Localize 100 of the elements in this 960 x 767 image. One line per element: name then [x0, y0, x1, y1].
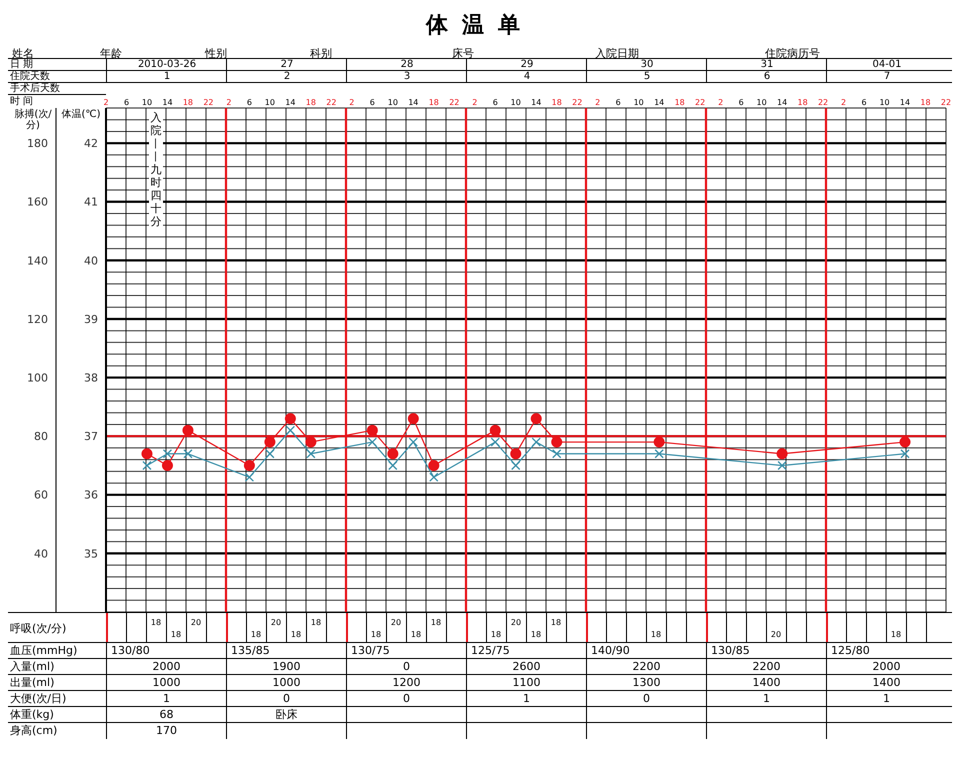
point	[552, 449, 562, 458]
point	[284, 413, 296, 424]
point	[490, 424, 501, 436]
point	[900, 449, 910, 458]
point	[408, 413, 419, 424]
point	[368, 437, 377, 447]
text: 住院天数	[10, 71, 50, 83]
point	[264, 436, 276, 448]
x-tick-label: 2	[841, 98, 846, 107]
data-label: 18	[650, 630, 662, 639]
point	[777, 460, 787, 470]
point	[265, 449, 275, 458]
data-label: 20	[510, 618, 522, 627]
text: 1200	[346, 675, 466, 691]
point	[654, 436, 665, 448]
text: 1	[466, 691, 586, 707]
point	[428, 460, 440, 471]
x-tick-label: 14	[162, 98, 173, 107]
x-tick-label: 2	[226, 98, 232, 107]
text: 1	[706, 691, 826, 707]
point	[654, 449, 664, 458]
x-tick-label: 18	[182, 98, 194, 107]
y-tick-label: 160	[27, 196, 48, 209]
x-tick-label: 22	[326, 98, 336, 107]
data-label: 18	[490, 630, 502, 639]
text: 7	[826, 71, 947, 83]
y2-tick-label: 41	[84, 196, 98, 209]
text: 27	[226, 59, 347, 71]
y-tick-label: 120	[27, 312, 48, 326]
text: 床号	[452, 46, 474, 61]
point	[551, 436, 562, 448]
text: 1	[106, 71, 227, 83]
x-tick-label: 6	[370, 98, 375, 107]
text: 2000	[826, 659, 946, 675]
y-axis-title: 脉搏(次/分)	[13, 109, 53, 131]
point	[162, 460, 173, 471]
text: 29	[466, 59, 587, 71]
data-label: 18	[170, 630, 182, 639]
x-tick-label: 10	[388, 98, 398, 107]
text: 170	[106, 723, 226, 739]
text: 1	[826, 691, 946, 707]
x-tick-label: 18	[306, 98, 316, 107]
data-label: 18	[150, 618, 162, 627]
x-tick-label: 6	[492, 98, 498, 107]
x-tick-label: 10	[634, 98, 644, 107]
point	[530, 413, 542, 424]
data-label: 18	[250, 630, 262, 639]
x-tick-label: 2	[718, 98, 724, 107]
y-tick-label: 180	[27, 137, 48, 150]
text: 入院日期	[595, 46, 639, 61]
y2-tick-label: 39	[84, 312, 98, 326]
x-tick-label: 10	[264, 98, 275, 107]
y2-tick-label: 40	[84, 254, 98, 268]
y-tick-label: 80	[34, 430, 48, 444]
text: 30	[586, 59, 707, 71]
text: 28	[346, 59, 467, 71]
x-tick-label: 6	[738, 98, 744, 107]
text: 大便(次/日)	[10, 691, 66, 707]
x-tick-label: 22	[695, 98, 706, 107]
data-label: 18	[890, 630, 902, 639]
point	[142, 460, 152, 470]
data-label: 20	[390, 618, 402, 627]
text: 125/80	[826, 643, 946, 659]
y-tick-label: 60	[34, 488, 48, 502]
x-tick-label: 18	[920, 98, 931, 107]
text: 1	[106, 691, 226, 707]
data-label: 20	[190, 618, 202, 627]
data-label: 20	[270, 618, 282, 627]
text: 时 间	[10, 96, 34, 107]
text: 入量(ml)	[10, 659, 54, 675]
text: 6	[706, 71, 827, 83]
x-tick-label: 6	[862, 98, 867, 107]
x-tick-label: 6	[124, 98, 130, 107]
text: 性别	[205, 46, 227, 61]
point	[900, 436, 911, 448]
x-tick-label: 6	[616, 98, 621, 107]
text: 2000	[106, 659, 226, 675]
x-tick-label: 22	[572, 98, 582, 107]
x-tick-label: 22	[818, 98, 828, 107]
point	[429, 472, 438, 482]
text: 140/90	[586, 643, 706, 659]
text: 2010-03-26	[106, 59, 227, 71]
text: 04-01	[826, 59, 947, 71]
data-label: 18	[310, 618, 322, 627]
x-tick-label: 22	[449, 98, 460, 107]
y-tick-label: 100	[27, 371, 48, 384]
text: 130/75	[346, 643, 466, 659]
point	[511, 460, 520, 470]
text: 日 期	[10, 59, 34, 71]
text: 卧床	[226, 707, 346, 723]
data-label: 18	[370, 630, 382, 639]
text: 1400	[706, 675, 826, 691]
y-tick-label: 40	[34, 547, 48, 560]
point	[244, 460, 255, 471]
text: 出量(ml)	[10, 675, 54, 691]
data-label: 18	[290, 630, 302, 639]
text: 2200	[586, 659, 706, 675]
point	[182, 424, 194, 436]
text: 1900	[226, 659, 346, 675]
x-tick-label: 18	[674, 98, 685, 107]
